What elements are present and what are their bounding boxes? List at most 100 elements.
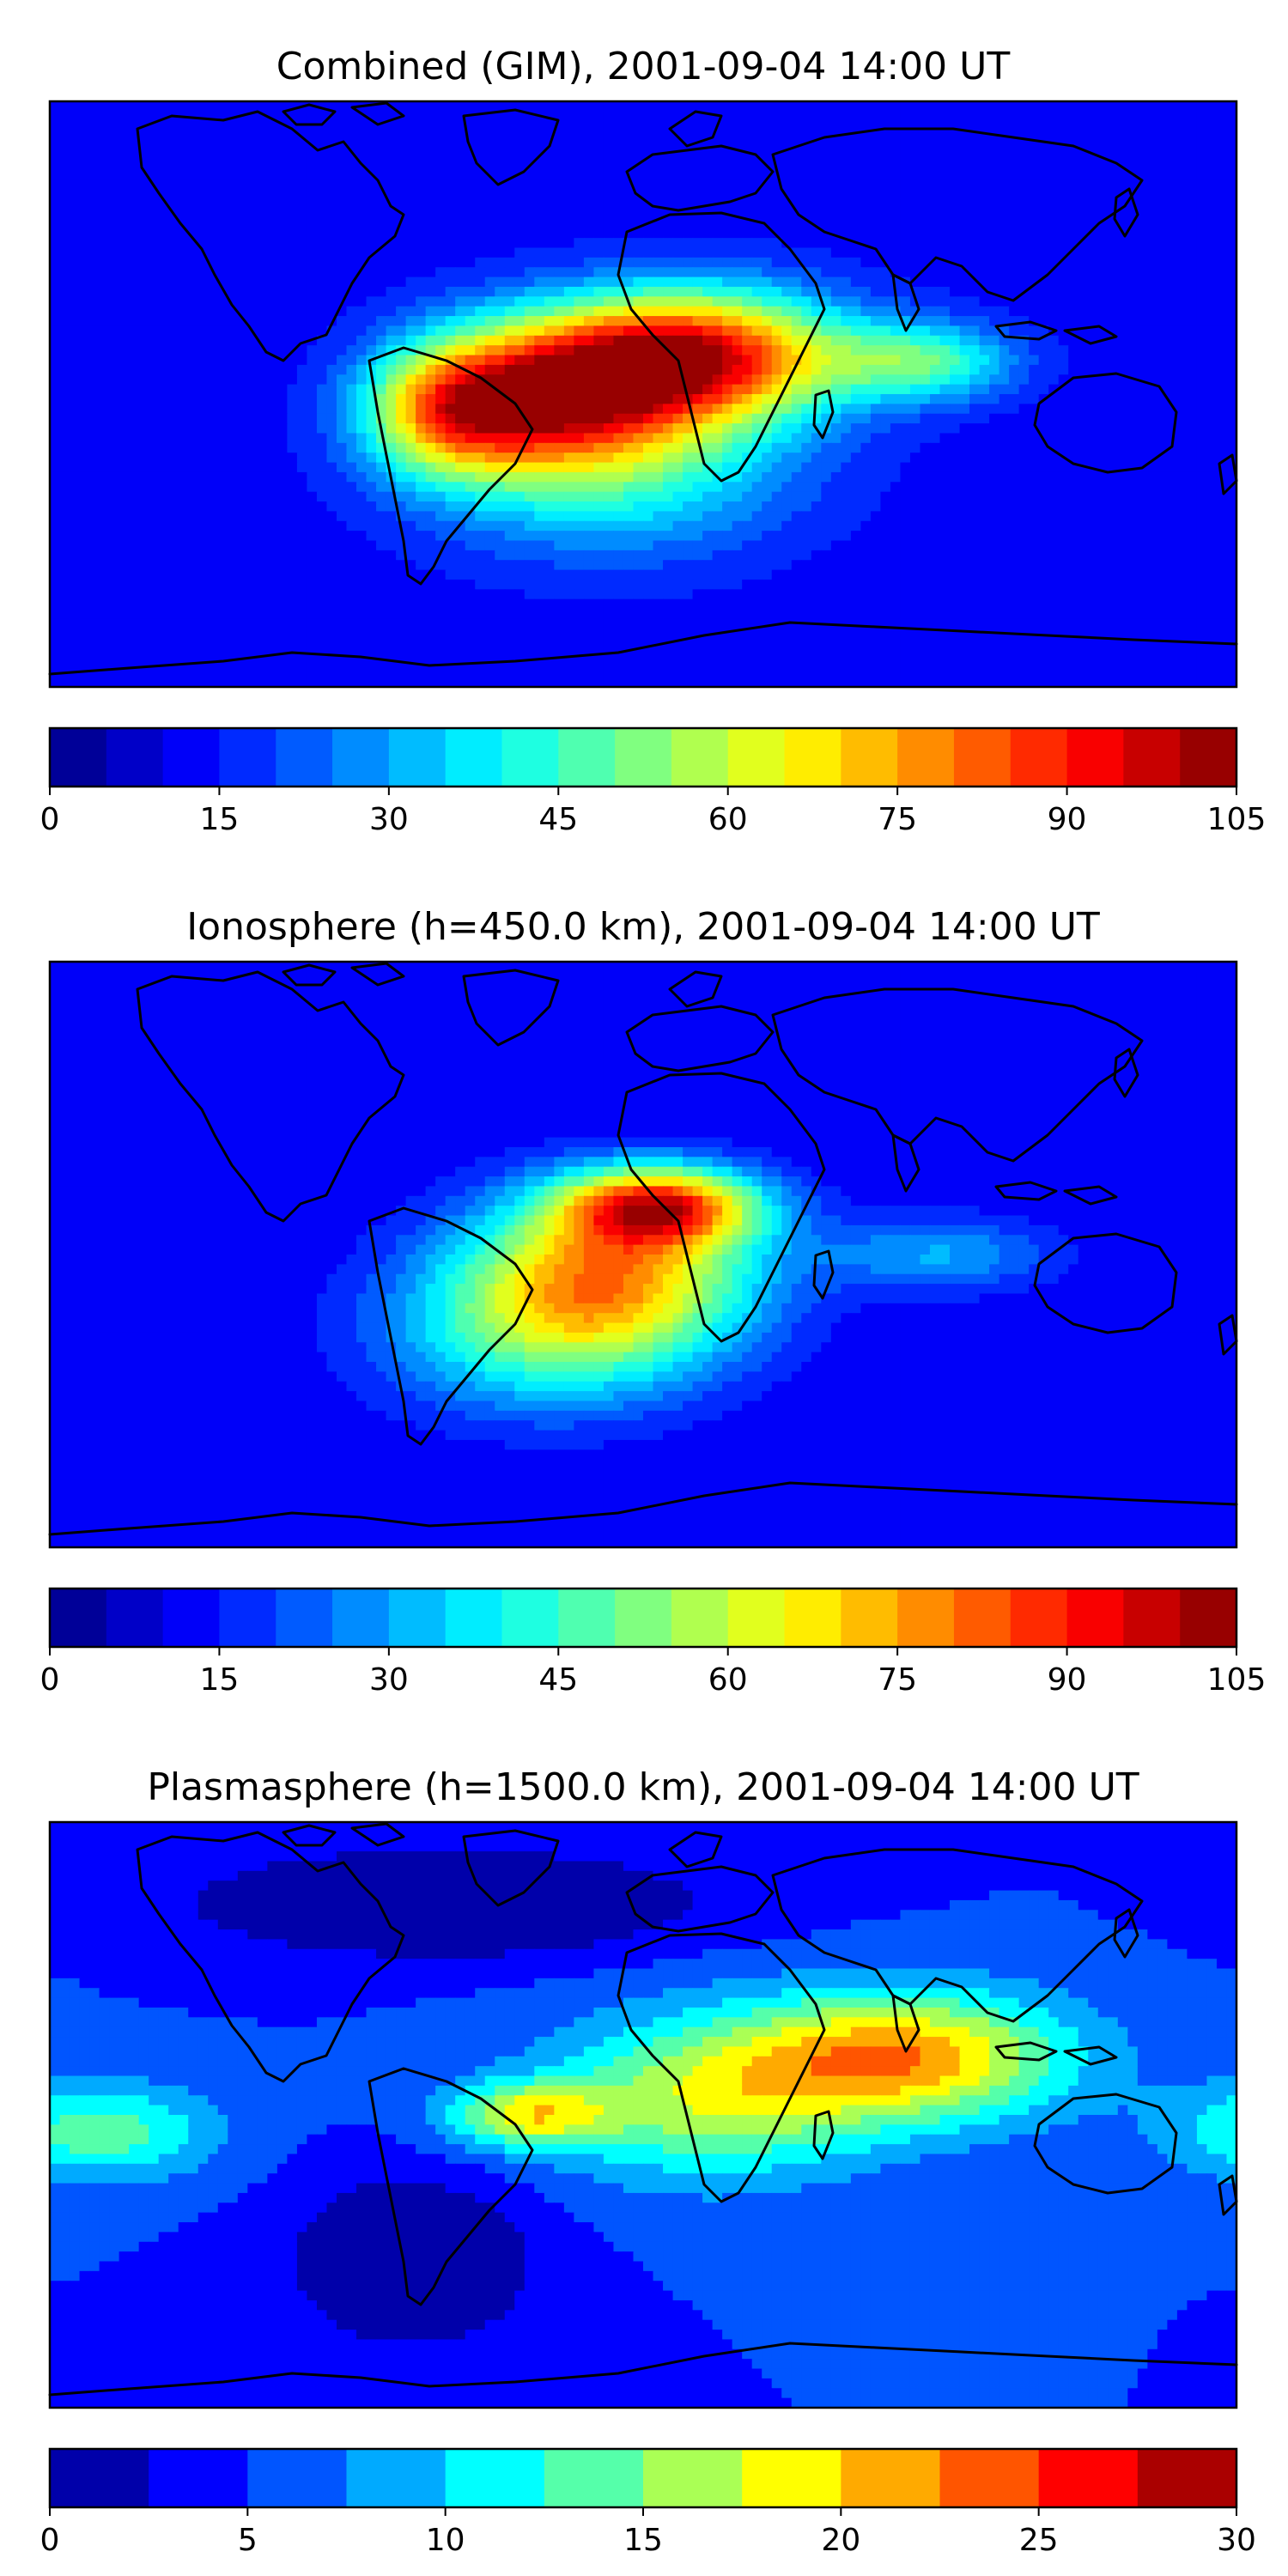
field-cell <box>59 404 70 415</box>
field-cell <box>950 325 961 337</box>
field-cell <box>603 413 615 424</box>
field-cell <box>880 433 891 444</box>
field-cell <box>59 189 70 200</box>
field-cell <box>1167 218 1178 229</box>
field-cell <box>118 169 130 180</box>
field-cell <box>445 384 456 395</box>
field-cell <box>228 276 239 288</box>
field-cell <box>1108 198 1119 210</box>
field-cell <box>386 238 397 249</box>
field-cell <box>465 169 476 180</box>
field-cell <box>633 462 644 473</box>
field-cell <box>751 316 762 327</box>
field-cell <box>801 209 812 219</box>
field-cell <box>217 374 228 386</box>
field-cell <box>663 325 674 337</box>
field-cell <box>504 257 515 268</box>
field-cell <box>1127 442 1139 453</box>
field-cell <box>683 335 694 346</box>
field-cell <box>672 335 683 346</box>
field-cell <box>751 404 762 415</box>
field-cell <box>267 286 278 297</box>
field-cell <box>613 316 624 327</box>
field-cell <box>979 453 990 464</box>
field-cell <box>950 413 961 424</box>
field-cell <box>287 423 298 434</box>
field-cell <box>307 198 318 210</box>
field-cell <box>821 462 832 473</box>
field-cell <box>504 491 515 502</box>
field-cell <box>168 325 179 337</box>
field-cell <box>554 491 565 502</box>
field-cell <box>396 345 407 356</box>
field-cell <box>1058 101 1069 112</box>
field-cell <box>791 394 802 404</box>
field-cell <box>307 257 318 268</box>
field-cell <box>1176 238 1188 249</box>
field-cell <box>722 423 733 434</box>
field-cell <box>534 257 545 268</box>
field-cell <box>296 276 308 288</box>
field-cell <box>247 364 258 375</box>
field-cell <box>821 238 832 249</box>
field-cell <box>118 179 130 190</box>
field-cell <box>712 374 723 386</box>
field-cell <box>168 276 179 288</box>
field-cell <box>316 306 328 317</box>
field-cell <box>296 453 308 464</box>
field-cell <box>109 471 120 483</box>
field-cell <box>830 296 841 307</box>
field-cell <box>653 257 664 268</box>
field-cell <box>1196 471 1208 483</box>
field-cell <box>702 482 714 493</box>
field-cell <box>890 131 902 142</box>
field-cell <box>376 325 387 337</box>
field-cell <box>663 286 674 297</box>
field-cell <box>386 198 397 210</box>
field-cell <box>712 482 723 493</box>
field-cell <box>870 238 881 249</box>
field-cell <box>247 442 258 453</box>
field-cell <box>1206 374 1218 386</box>
field-cell <box>316 316 328 327</box>
field-cell <box>613 345 624 356</box>
field-cell <box>1117 160 1128 171</box>
field-cell <box>593 189 605 200</box>
field-cell <box>702 140 714 151</box>
field-cell <box>208 306 219 317</box>
field-cell <box>1196 433 1208 444</box>
field-cell <box>149 228 160 239</box>
field-cell <box>1078 286 1089 297</box>
field-cell <box>267 345 278 356</box>
field-cell <box>900 394 911 404</box>
field-cell <box>445 179 456 190</box>
field-cell <box>495 149 506 161</box>
field-cell <box>771 413 782 424</box>
field-cell <box>653 198 664 210</box>
field-cell <box>217 238 228 249</box>
field-cell <box>544 111 555 122</box>
field-cell <box>149 316 160 327</box>
field-cell <box>534 189 545 200</box>
field-cell <box>1038 404 1049 415</box>
field-cell <box>50 413 61 424</box>
field-cell <box>138 247 149 258</box>
field-cell <box>158 345 169 356</box>
field-cell <box>465 306 476 317</box>
field-cell <box>257 433 268 444</box>
field-cell <box>920 482 931 493</box>
field-cell <box>217 209 228 219</box>
field-cell <box>109 218 120 229</box>
field-cell <box>138 286 149 297</box>
field-cell <box>1167 131 1178 142</box>
field-cell <box>336 189 348 200</box>
field-cell <box>1048 433 1060 444</box>
field-cell <box>574 257 585 268</box>
field-cell <box>1206 384 1218 395</box>
field-cell <box>939 453 951 464</box>
field-cell <box>1068 276 1079 288</box>
field-cell <box>386 296 397 307</box>
field-cell <box>276 442 288 453</box>
field-cell <box>217 404 228 415</box>
field-cell <box>939 306 951 317</box>
